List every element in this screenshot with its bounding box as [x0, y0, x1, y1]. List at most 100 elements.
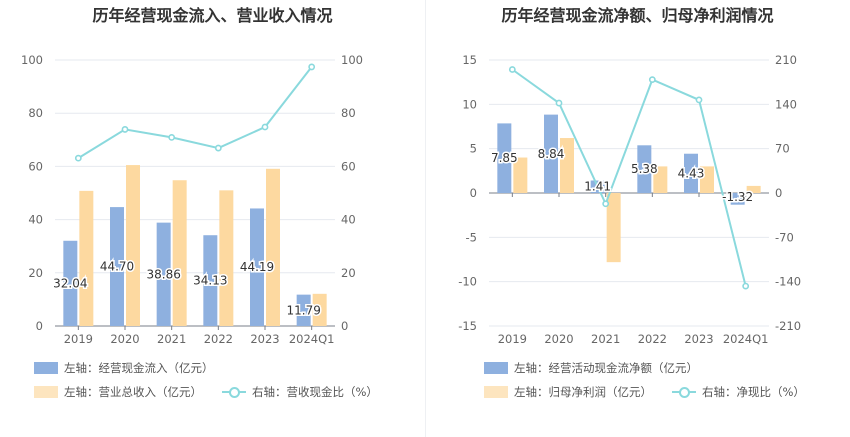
x-tick-label: 2020 [110, 332, 139, 346]
bar [606, 193, 621, 263]
legend-item[interactable]: 右轴：营收现金比（%） [222, 384, 378, 400]
data-label: 8.84 [538, 147, 565, 161]
x-tick-label: 2023 [684, 332, 713, 346]
line-point [308, 63, 316, 71]
y-left-tick-label: -5 [466, 230, 477, 244]
bar [544, 114, 558, 193]
legend-label: 右轴：营收现金比（%） [252, 385, 378, 399]
data-label: 5.38 [631, 162, 658, 176]
bar [312, 293, 327, 326]
legend-item[interactable]: 左轴：归母净利润（亿元） [484, 384, 652, 400]
data-label: 4.43 [678, 166, 705, 180]
data-label: -1.32 [722, 190, 753, 204]
bar [730, 193, 745, 205]
legend-label: 左轴：归母净利润（亿元） [514, 385, 652, 399]
y-right-tick-label: 20 [341, 266, 356, 280]
data-label: 7.85 [491, 151, 518, 165]
line-point [74, 154, 82, 162]
y-right-tick-label: 140 [775, 97, 797, 111]
data-label: 32.04 [53, 276, 87, 290]
data-label: 11.79 [286, 303, 320, 317]
legend-item[interactable]: 左轴：经营现金流入（亿元） [34, 360, 214, 376]
x-tick-label: 2022 [638, 332, 667, 346]
bar [203, 235, 218, 326]
y-right-tick-label: 70 [775, 142, 790, 156]
line-point [695, 96, 703, 104]
legend-item[interactable]: 右轴：净现比（%） [672, 384, 805, 400]
bar [126, 165, 140, 326]
legend-swatch [484, 362, 508, 374]
y-left-tick-label: 20 [28, 266, 43, 280]
legend-item[interactable]: 左轴：营业总收入（亿元） [34, 384, 202, 400]
bar [63, 240, 78, 326]
legend-label: 左轴：经营活动现金流净额（亿元） [514, 361, 698, 375]
bar [172, 180, 187, 326]
y-right-tick-label: 80 [341, 106, 356, 120]
bar [653, 166, 668, 193]
chart-right: 历年经营现金流净额、归母净利润情况 -15 -210 -10 -140 -5 -70 0 0 5… [425, 0, 850, 437]
data-label: 44.70 [100, 260, 134, 274]
legend-swatch [484, 386, 508, 398]
x-tick-label: 2019 [64, 332, 93, 346]
x-tick-label: 2021 [157, 332, 186, 346]
y-left-tick-label: 0 [470, 186, 477, 200]
y-left-tick-label: -10 [458, 275, 477, 289]
y-right-tick-label: -210 [775, 319, 801, 333]
data-label: 34.13 [193, 274, 227, 288]
y-left-tick-label: 5 [470, 142, 477, 156]
x-tick-label: 2022 [204, 332, 233, 346]
y-left-tick-label: 100 [21, 53, 43, 67]
legend-label: 右轴：净现比（%） [702, 385, 805, 399]
data-label: 1.41 [584, 180, 611, 194]
legend-item[interactable]: 左轴：经营活动现金流净额（亿元） [484, 360, 698, 376]
bar [296, 294, 311, 326]
bar [746, 185, 761, 193]
y-right-tick-label: -140 [775, 275, 801, 289]
bar [266, 168, 280, 326]
y-right-tick-label: -70 [775, 230, 794, 244]
line-point [555, 99, 563, 107]
chart-right-plot: -15 -210 -10 -140 -5 -70 0 0 5 70 10 140 15 210 2019 20… [458, 53, 801, 346]
data-label: 38.86 [146, 267, 180, 281]
y-left-tick-label: 60 [28, 159, 43, 173]
bar [219, 190, 234, 326]
legend-swatch [34, 386, 58, 398]
y-right-tick-label: 40 [341, 213, 356, 227]
y-right-tick-label: 0 [775, 186, 782, 200]
legend-swatch [222, 386, 246, 398]
chart-title: 历年经营现金流净额、归母净利润情况 [501, 6, 774, 25]
y-left-tick-label: 80 [28, 106, 43, 120]
legend-label: 左轴：营业总收入（亿元） [64, 385, 202, 399]
bar [513, 157, 528, 193]
data-label: 44.19 [240, 260, 274, 274]
y-left-tick-label: 15 [462, 53, 477, 67]
line-point [168, 134, 176, 141]
y-left-tick-label: 0 [36, 319, 43, 333]
y-right-tick-label: 210 [775, 53, 797, 67]
line-point [261, 123, 269, 131]
x-tick-label: 2019 [498, 332, 527, 346]
legend-swatch [672, 386, 696, 398]
y-left-tick-label: -15 [458, 319, 477, 333]
chart-left: 历年经营现金流入、营业收入情况 0 0 20 20 40 40 60 60 80 80 100 100… [21, 6, 378, 400]
bar [156, 222, 171, 326]
panel-divider [425, 0, 426, 437]
bar [684, 153, 698, 193]
x-tick-label: 2024Q1 [723, 332, 769, 346]
y-left-tick-label: 40 [28, 213, 43, 227]
x-tick-label: 2023 [250, 332, 279, 346]
y-right-tick-label: 0 [341, 319, 348, 333]
x-tick-label: 2021 [591, 332, 620, 346]
bar [79, 190, 94, 326]
x-tick-label: 2024Q1 [289, 332, 335, 346]
y-right-tick-label: 60 [341, 159, 356, 173]
line-point [214, 144, 222, 152]
line-point [648, 76, 656, 84]
line-point [742, 282, 750, 290]
line-series [77, 66, 313, 160]
line-point [121, 126, 129, 133]
line-point [602, 200, 610, 208]
line-point [508, 66, 516, 73]
bar [700, 166, 714, 193]
